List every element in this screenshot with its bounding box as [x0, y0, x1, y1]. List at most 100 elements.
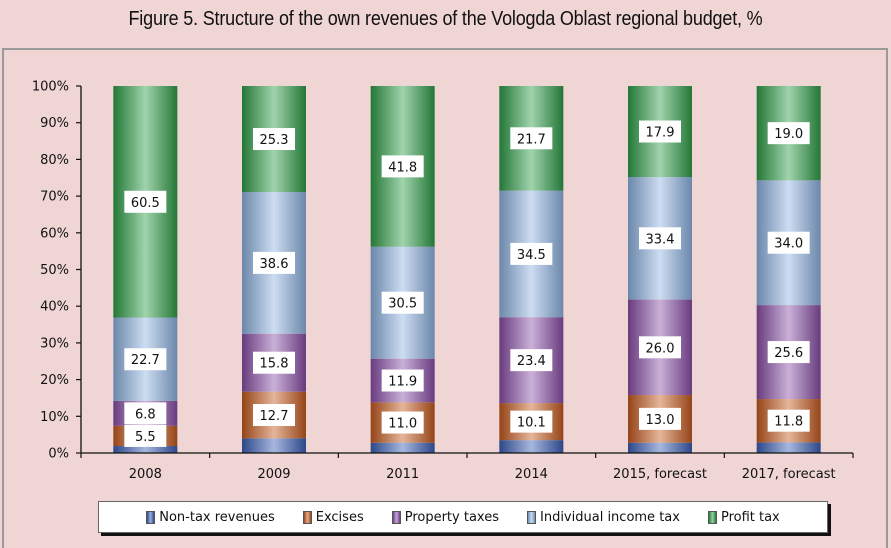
y-tick-label: 40% — [40, 300, 69, 315]
data-label: 19.0 — [767, 122, 810, 145]
bars-layer — [113, 86, 821, 453]
data-label-text: 12.7 — [260, 409, 289, 424]
data-label-text: 15.8 — [260, 357, 289, 372]
data-label-text: 26.0 — [646, 341, 675, 356]
data-label: 30.5 — [381, 291, 424, 314]
data-label-box — [381, 155, 424, 178]
data-label: 11.0 — [381, 411, 424, 434]
data-label-box — [639, 120, 681, 143]
data-label-text: 25.3 — [260, 133, 289, 148]
data-label: 15.8 — [253, 351, 295, 374]
data-label-box — [381, 411, 424, 434]
data-label: 13.0 — [639, 407, 681, 430]
y-tick-label: 50% — [40, 263, 69, 278]
data-label-text: 23.4 — [517, 354, 546, 369]
data-label: 10.1 — [510, 410, 553, 433]
data-label-box — [510, 242, 553, 265]
x-tick-label: 2017, forecast — [742, 467, 836, 482]
data-label-box — [381, 369, 424, 392]
y-tick-label: 10% — [40, 410, 69, 425]
data-label-box — [253, 351, 295, 374]
data-label-text: 33.4 — [646, 232, 675, 247]
legend-label: Non-tax revenues — [159, 509, 275, 525]
data-label-text: 21.7 — [517, 132, 546, 147]
data-label: 21.7 — [510, 127, 553, 150]
data-label-text: 41.8 — [388, 160, 417, 175]
y-tick-label: 20% — [40, 373, 69, 388]
bar-segment-non-tax-revenues — [370, 442, 435, 453]
legend-swatch — [707, 510, 717, 524]
data-label-box — [510, 127, 553, 150]
data-label: 22.7 — [124, 348, 167, 371]
legend-label: Excises — [315, 509, 364, 525]
y-tick-label: 70% — [40, 190, 69, 205]
data-label-box — [639, 336, 681, 359]
chart-title: Figure 5. Structure of the own revenues … — [128, 8, 763, 30]
data-label-box — [767, 122, 810, 145]
data-label: 33.4 — [639, 227, 681, 250]
data-label-box — [253, 404, 295, 427]
data-label-text: 25.6 — [774, 346, 803, 361]
y-tick-label: 100% — [32, 80, 69, 95]
data-label-text: 30.5 — [388, 297, 417, 312]
bar-segment-non-tax-revenues — [499, 440, 564, 453]
data-label-text: 13.0 — [646, 413, 675, 428]
data-label-box — [639, 227, 681, 250]
data-label-text: 34.5 — [517, 248, 546, 263]
data-label-text: 5.5 — [135, 430, 156, 445]
data-label-text: 34.0 — [774, 237, 803, 252]
legend-label: Individual income tax — [540, 509, 680, 525]
y-tick-label: 90% — [40, 116, 69, 131]
y-tick-label: 80% — [40, 153, 69, 168]
data-label-text: 22.7 — [131, 353, 160, 368]
data-label: 11.9 — [381, 369, 424, 392]
legend-item: Profit tax — [707, 509, 780, 525]
data-label: 17.9 — [639, 120, 681, 143]
data-label-box — [639, 407, 681, 430]
x-tick-label: 2011 — [386, 467, 419, 482]
data-label-box — [510, 410, 553, 433]
y-tick-label: 30% — [40, 336, 69, 351]
data-label-box — [124, 190, 167, 213]
data-label: 12.7 — [253, 404, 295, 427]
data-label-box — [510, 349, 553, 372]
data-label-text: 38.6 — [260, 257, 289, 272]
data-label-text: 11.0 — [388, 417, 417, 432]
data-label-box — [767, 409, 810, 432]
data-label-box — [124, 424, 167, 447]
data-label: 25.3 — [253, 128, 295, 151]
data-label-box — [381, 291, 424, 314]
bar-segment-non-tax-revenues — [113, 446, 178, 453]
data-label-box — [253, 128, 295, 151]
legend-label: Profit tax — [720, 509, 780, 525]
data-label: 5.5 — [124, 424, 167, 447]
data-label: 11.8 — [767, 409, 810, 432]
x-tick-label: 2015, forecast — [613, 467, 707, 482]
legend-swatch — [391, 510, 401, 524]
chart-frame — [2, 48, 888, 548]
data-label-text: 11.8 — [774, 415, 803, 430]
data-label-text: 11.9 — [388, 375, 417, 390]
data-label-box — [253, 251, 295, 274]
legend-item: Property taxes — [391, 510, 499, 525]
legend-item: Non-tax revenues — [146, 510, 275, 525]
bar-segment-non-tax-revenues — [628, 442, 692, 453]
bar-segment-non-tax-revenues — [242, 438, 306, 453]
data-label-text: 10.1 — [517, 416, 546, 431]
x-tick-label: 2009 — [257, 467, 290, 482]
data-label-text: 6.8 — [135, 407, 156, 422]
legend-swatch — [302, 510, 312, 524]
legend: Non-tax revenues Excises Property taxes Ind… — [98, 501, 828, 533]
data-labels-layer: 5.5 6.8 22.7 60.5 12.7 15.8 38.6 25.3 11.0 11.9 30… — [124, 120, 810, 447]
data-label-text: 17.9 — [646, 126, 675, 141]
data-label-box — [767, 341, 810, 364]
y-tick-label: 0% — [48, 447, 69, 462]
legend-swatch — [527, 510, 536, 524]
legend-item: Excises — [302, 509, 364, 525]
data-label: 34.5 — [510, 242, 553, 265]
data-label: 23.4 — [510, 349, 553, 372]
data-label-text: 60.5 — [131, 196, 160, 211]
data-label: 26.0 — [639, 336, 681, 359]
axes-layer: 0% 10% 20% 30% 40% 50% 60% 70% 80% 90% 100% 2008 200… — [32, 80, 854, 482]
